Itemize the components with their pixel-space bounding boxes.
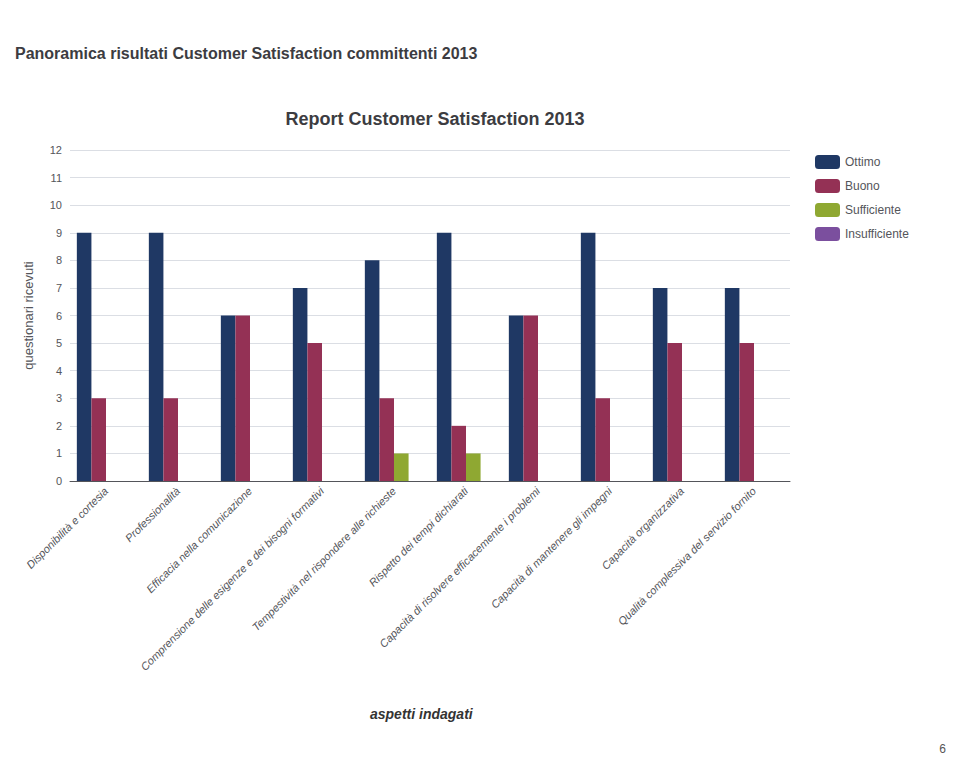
svg-text:questionari ricevuti: questionari ricevuti [21,261,36,369]
svg-text:Capacità di risolvere efficace: Capacità di risolvere efficacemente i pr… [377,484,543,650]
svg-text:6: 6 [939,742,946,756]
svg-text:Report Customer Satisfaction 2: Report Customer Satisfaction 2013 [285,109,584,129]
svg-text:5: 5 [56,337,62,349]
svg-text:10: 10 [50,199,62,211]
svg-text:6: 6 [56,310,62,322]
svg-text:Panoramica risultati Customer: Panoramica risultati Customer Satisfacti… [15,45,477,62]
svg-text:Capacità organizzativa: Capacità organizzativa [599,485,686,572]
svg-text:Sufficiente: Sufficiente [845,203,901,217]
svg-text:11: 11 [51,172,62,184]
svg-text:3: 3 [56,392,62,404]
svg-text:Qualità complessiva del serviz: Qualità complessiva del servizio fornito [615,485,758,628]
svg-text:Capacità di mantenere gli impe: Capacità di mantenere gli impegni [488,484,614,610]
svg-text:9: 9 [56,227,62,239]
svg-text:Insufficiente: Insufficiente [845,227,909,241]
svg-text:2: 2 [56,420,62,432]
svg-text:Disponibilità e cortesia: Disponibilità e cortesia [24,485,110,571]
svg-text:Rispetto dei tempi dichiarati: Rispetto dei tempi dichiarati [366,484,471,589]
svg-text:12: 12 [50,144,62,156]
svg-text:Comprensione delle esigenze e: Comprensione delle esigenze e dei bisogn… [138,484,327,673]
svg-text:Buono: Buono [845,179,880,193]
svg-text:4: 4 [56,365,62,377]
svg-text:1: 1 [56,447,62,459]
svg-text:7: 7 [56,282,62,294]
svg-text:Efficacia nella comunicazione: Efficacia nella comunicazione [143,484,255,596]
svg-text:aspetti indagati: aspetti indagati [370,706,474,722]
svg-text:Ottimo: Ottimo [845,155,881,169]
svg-text:0: 0 [56,475,62,487]
svg-text:8: 8 [56,254,62,266]
svg-text:Tempestività nel rispondere al: Tempestività nel rispondere alle richies… [250,485,399,634]
svg-text:Professionalità: Professionalità [123,485,182,544]
